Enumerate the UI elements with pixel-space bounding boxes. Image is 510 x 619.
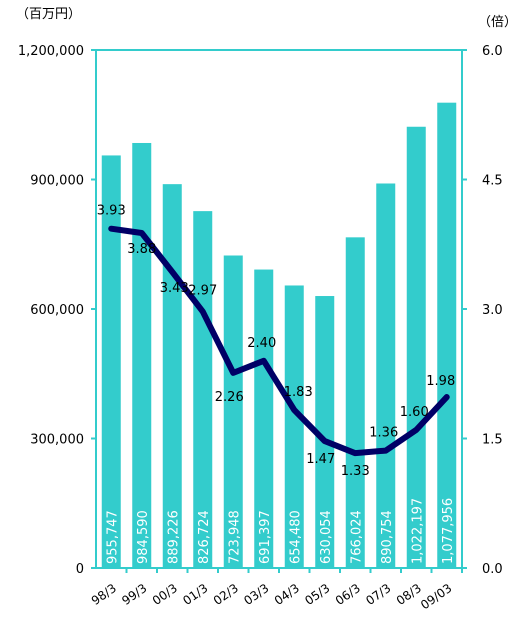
right-tick-label: 1.5 xyxy=(482,433,503,448)
bar-data-label: 1,022,197 xyxy=(410,498,425,564)
bar-data-label: 1,077,956 xyxy=(441,498,456,564)
bar xyxy=(223,255,243,568)
bar xyxy=(315,296,335,568)
bar xyxy=(101,155,121,568)
x-tick-label: 00/3 xyxy=(150,581,180,608)
x-tick-label: 03/3 xyxy=(241,581,271,608)
right-tick-label: 0.0 xyxy=(482,562,503,577)
bar-data-label: 766,024 xyxy=(349,510,364,564)
bar-data-label: 984,590 xyxy=(136,510,151,564)
line-data-label: 2.40 xyxy=(247,336,276,351)
line-data-label: 2.26 xyxy=(215,390,244,405)
left-tick-label: 600,000 xyxy=(30,303,84,318)
bar-data-labels: 955,747 984,590 889,226 826,724 723,948 691,3… xyxy=(105,498,456,564)
bar xyxy=(345,237,365,568)
bar-series xyxy=(101,102,457,569)
x-tick-label: 05/3 xyxy=(302,581,332,608)
line-data-label: 2.97 xyxy=(188,284,217,299)
line-data-label: 3.93 xyxy=(97,204,126,219)
bar xyxy=(284,285,304,568)
right-tick-label: 6.0 xyxy=(482,44,503,59)
right-axis-ticks: 0.0 1.5 3.0 4.5 6.0 xyxy=(462,44,503,577)
line-data-label: 1.83 xyxy=(284,385,313,400)
x-tick-label: 99/3 xyxy=(119,581,149,608)
x-tick-label: 01/3 xyxy=(180,581,210,608)
line-data-label: 1.36 xyxy=(369,426,398,441)
bar xyxy=(254,269,274,568)
bar-data-label: 955,747 xyxy=(105,510,120,564)
x-tick-label: 98/3 xyxy=(89,581,119,608)
bar-data-label: 890,754 xyxy=(380,510,395,564)
line-data-label: 1.60 xyxy=(400,405,429,420)
line-data-label: 3.88 xyxy=(127,242,156,257)
left-axis-ticks: 0 300,000 600,000 900,000 1,200,000 xyxy=(18,44,96,577)
bar-data-label: 654,480 xyxy=(288,510,303,564)
left-tick-label: 300,000 xyxy=(30,433,84,448)
x-tick-label: 09/03 xyxy=(418,581,454,612)
bar xyxy=(376,183,396,568)
ratio-line xyxy=(108,225,450,457)
x-tick-label: 02/3 xyxy=(211,581,241,608)
bar-data-label: 723,948 xyxy=(227,510,242,564)
right-axis-unit: （倍） xyxy=(478,15,510,30)
right-tick-label: 4.5 xyxy=(482,174,503,189)
bar-data-label: 889,226 xyxy=(166,510,181,564)
bar xyxy=(406,126,426,569)
line-data-label: 3.43 xyxy=(160,281,189,296)
line-data-label: 1.47 xyxy=(306,452,335,467)
x-axis-labels: 98/3 99/3 00/3 01/3 02/3 03/3 04/3 05/3 06/3 07/3… xyxy=(89,568,463,612)
bar xyxy=(132,142,152,568)
left-axis-unit: （百万円） xyxy=(16,7,81,22)
bar-data-label: 826,724 xyxy=(197,510,212,564)
x-tick-label: 06/3 xyxy=(333,581,363,608)
left-tick-label: 1,200,000 xyxy=(18,44,84,59)
bar-data-label: 691,397 xyxy=(258,510,273,564)
x-tick-label: 07/3 xyxy=(363,581,393,608)
bar xyxy=(193,211,213,569)
bar xyxy=(437,102,457,569)
right-tick-label: 3.0 xyxy=(482,303,503,318)
line-data-label: 1.33 xyxy=(341,464,370,479)
line-data-labels: 3.93 3.88 3.43 2.97 2.26 2.40 1.83 1.47 1.33 1.36… xyxy=(97,204,455,479)
line-data-label: 1.98 xyxy=(426,374,455,389)
x-tick-label: 04/3 xyxy=(272,581,302,608)
bar-data-label: 630,054 xyxy=(319,510,334,564)
left-tick-label: 900,000 xyxy=(30,174,84,189)
left-tick-label: 0 xyxy=(76,562,84,577)
